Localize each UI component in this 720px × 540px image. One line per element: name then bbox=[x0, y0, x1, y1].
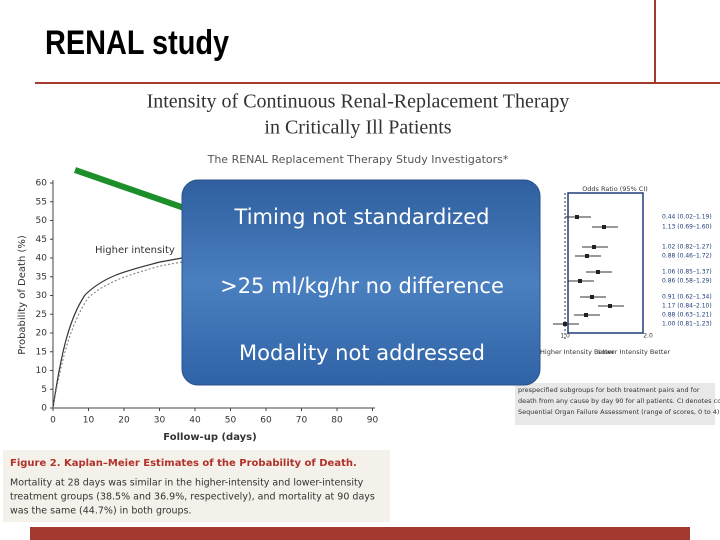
x-axis-label: Follow-up (days) bbox=[163, 432, 256, 443]
figure-caption-title: Figure 2. Kaplan–Meier Estimates of the … bbox=[10, 458, 357, 469]
forest-caption: prespecified subgroups for both treatmen… bbox=[518, 386, 700, 394]
callout-box bbox=[181, 179, 541, 386]
forest-estimate: 1.17 (0.84–2.10) bbox=[662, 303, 712, 310]
pointer-arrow bbox=[74, 167, 191, 213]
forest-favors: Lower Intensity Better bbox=[598, 348, 670, 356]
y-tick-label: 35 bbox=[36, 272, 47, 282]
forest-header: Odds Ratio (95% CI) bbox=[582, 185, 648, 193]
x-tick-label: 90 bbox=[367, 416, 379, 426]
x-tick-label: 70 bbox=[296, 416, 308, 426]
forest-panel bbox=[515, 183, 715, 383]
forest-estimate: 1.02 (0.82–1.27) bbox=[662, 244, 712, 251]
x-tick-label: 60 bbox=[260, 416, 272, 426]
slide-title: RENAL study bbox=[45, 23, 230, 62]
figure-caption-line: Mortality at 28 days was similar in the … bbox=[10, 478, 364, 489]
forest-estimate: 1.06 (0.85–1.37) bbox=[662, 269, 712, 276]
x-tick-label: 20 bbox=[118, 416, 130, 426]
ci-square bbox=[584, 313, 588, 317]
forest-estimate: 0.88 (0.46–1.72) bbox=[662, 253, 712, 260]
y-tick-label: 15 bbox=[36, 347, 47, 357]
callout-text: Timing not standardized bbox=[234, 205, 490, 229]
y-tick-label: 5 bbox=[41, 385, 47, 395]
y-tick-label: 20 bbox=[36, 329, 48, 339]
paper-authors: The RENAL Replacement Therapy Study Inve… bbox=[207, 153, 509, 166]
y-tick-label: 45 bbox=[36, 235, 47, 245]
figure-caption-line: treatment groups (38.5% and 36.9%, respe… bbox=[10, 492, 375, 503]
paper-heading: Intensity of Continuous Renal-Replacemen… bbox=[147, 91, 570, 113]
footer-bar bbox=[30, 527, 690, 540]
figure-caption-line: was the same (44.7%) in both groups. bbox=[10, 506, 192, 517]
y-tick-label: 30 bbox=[36, 291, 48, 301]
forest-caption: death from any cause by day 90 for all p… bbox=[518, 397, 720, 405]
y-tick-label: 25 bbox=[36, 310, 47, 320]
forest-estimate: 0.91 (0.62–1.34) bbox=[662, 294, 712, 301]
x-tick-label: 50 bbox=[225, 416, 237, 426]
forest-estimate: 0.88 (0.63–1.21) bbox=[662, 312, 712, 319]
forest-frame bbox=[567, 192, 644, 334]
ci-square bbox=[592, 245, 596, 249]
ci-square bbox=[575, 215, 579, 219]
km-plot: Probability of Death (%) Follow-up (days… bbox=[17, 180, 375, 443]
forest-axis-label: 2.0 bbox=[643, 333, 653, 340]
y-tick-label: 40 bbox=[36, 254, 48, 264]
km-curve bbox=[52, 261, 183, 409]
paper-heading: in Critically Ill Patients bbox=[264, 117, 451, 139]
ci-square bbox=[602, 225, 606, 229]
ci-square bbox=[590, 295, 594, 299]
ci-square bbox=[596, 270, 600, 274]
curve-label: Higher intensity bbox=[95, 245, 175, 256]
callout-text: Modality not addressed bbox=[239, 341, 485, 365]
x-tick-label: 40 bbox=[189, 416, 201, 426]
forest-estimate: 1.00 (0.81–1.23) bbox=[662, 321, 712, 328]
ci-square bbox=[608, 304, 612, 308]
y-tick-label: 55 bbox=[36, 197, 47, 207]
forest-caption: Sequential Organ Failure Assessment (ran… bbox=[518, 408, 720, 416]
ci-square bbox=[578, 279, 582, 283]
forest-axis-label: 1.0 bbox=[560, 333, 570, 340]
caption-box bbox=[3, 450, 390, 522]
callout-text: >25 ml/kg/hr no difference bbox=[220, 274, 504, 298]
forest-estimate: 0.44 (0.02–1.19) bbox=[662, 214, 712, 221]
y-tick-label: 50 bbox=[36, 216, 48, 226]
ci-square bbox=[563, 322, 567, 326]
forest-caption-box bbox=[515, 383, 715, 425]
y-axis-label: Probability of Death (%) bbox=[17, 235, 28, 355]
x-tick-label: 0 bbox=[50, 416, 56, 426]
x-tick-label: 10 bbox=[83, 416, 95, 426]
y-tick-label: 10 bbox=[36, 366, 48, 376]
forest-favors: Higher Intensity Better bbox=[540, 348, 615, 356]
x-tick-label: 80 bbox=[331, 416, 343, 426]
forest-estimate: 0.86 (0.58–1.29) bbox=[662, 278, 712, 285]
ci-square bbox=[585, 254, 589, 258]
x-tick-label: 30 bbox=[154, 416, 166, 426]
y-tick-label: 60 bbox=[36, 179, 48, 189]
y-tick-label: 0 bbox=[41, 404, 47, 414]
km-curve bbox=[52, 257, 183, 409]
forest-estimate: 1.13 (0.69–1.60) bbox=[662, 224, 712, 231]
